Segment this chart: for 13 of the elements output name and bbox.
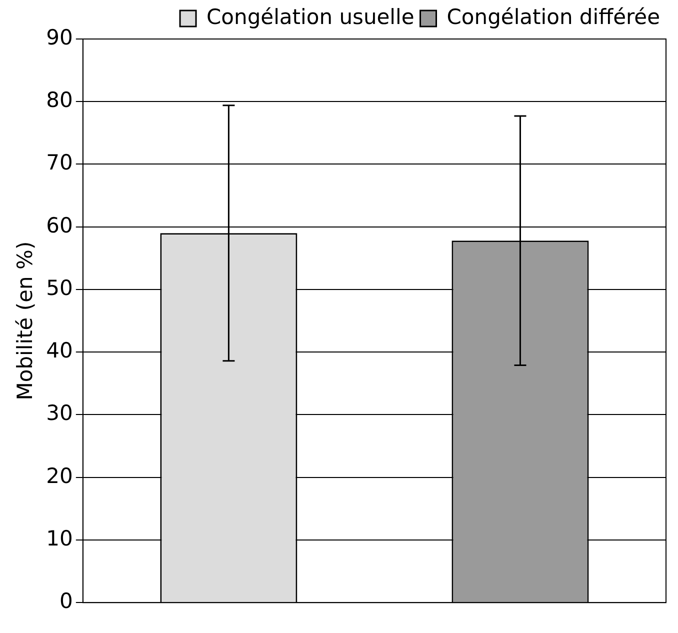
y-tick-label: 60 — [46, 213, 73, 238]
y-tick-label: 10 — [46, 526, 73, 550]
y-tick-label: 70 — [46, 150, 73, 175]
legend-label: Congélation différée — [446, 4, 660, 29]
y-tick-label: 80 — [46, 88, 73, 112]
legend-label: Congélation usuelle — [206, 4, 414, 29]
y-axis-title: Mobilité (en %) — [13, 241, 38, 400]
y-tick-label: 90 — [46, 25, 73, 50]
y-tick-label: 50 — [46, 276, 73, 300]
y-tick-label: 20 — [46, 464, 73, 488]
y-tick-label: 40 — [46, 338, 73, 363]
y-tick-label: 0 — [60, 589, 73, 614]
y-tick-label: 30 — [46, 401, 73, 426]
